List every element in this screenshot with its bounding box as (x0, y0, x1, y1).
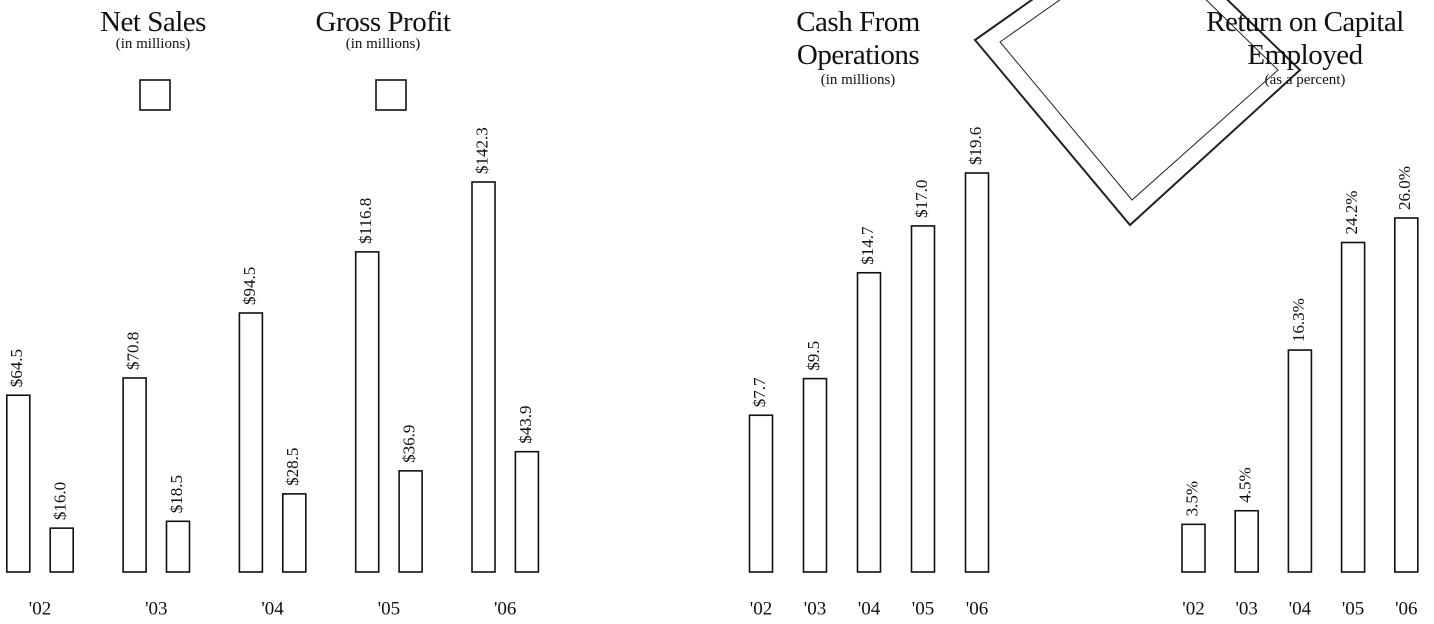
bar (748, 414, 774, 573)
value-label: $36.9 (400, 425, 419, 463)
chart-subtitle: (in millions) (820, 72, 896, 88)
x-tick-label: '05 (912, 598, 934, 619)
x-tick-label: '03 (804, 598, 826, 619)
bar (281, 493, 307, 573)
value-label: $43.9 (516, 405, 535, 443)
bar (238, 312, 264, 573)
value-label: $7.7 (750, 377, 769, 407)
value-label: $64.5 (7, 349, 26, 387)
value-label: $70.8 (124, 332, 143, 370)
x-tick-label: '06 (1395, 598, 1417, 619)
x-tick-label: '03 (145, 598, 167, 619)
bar (471, 181, 496, 573)
bar (1287, 349, 1313, 573)
bar (1234, 509, 1259, 573)
legend-subtitle: (in millions) (115, 36, 191, 52)
chart-title: Return on Capital Employed (1206, 6, 1404, 71)
x-tick-label: '05 (1342, 598, 1364, 619)
bar (122, 377, 147, 573)
value-label: $19.6 (966, 127, 985, 165)
value-label: $142.3 (472, 127, 491, 174)
bar (6, 394, 31, 573)
value-label: $9.5 (804, 341, 823, 371)
bar (1181, 523, 1206, 573)
value-label: $16.0 (51, 482, 70, 520)
value-label: 16.3% (1289, 298, 1308, 342)
stamp (973, 0, 1302, 227)
chart-subtitle: (as a percent) (1264, 72, 1346, 88)
value-label: 24.2% (1342, 191, 1361, 235)
value-label: 4.5% (1236, 467, 1255, 502)
value-label: $18.5 (167, 475, 186, 513)
legend-subtitle: (in millions) (345, 36, 421, 52)
value-label: $17.0 (912, 180, 931, 218)
value-label: $14.7 (858, 226, 877, 265)
bar (165, 520, 191, 573)
chart-title: Cash From Operations (796, 6, 920, 71)
bar (354, 251, 380, 573)
x-tick-label: '02 (29, 598, 51, 619)
value-label: $116.8 (356, 198, 375, 244)
value-label: 3.5% (1182, 481, 1201, 516)
x-tick-label: '05 (378, 598, 400, 619)
bar (49, 527, 75, 573)
bar (910, 225, 936, 573)
value-label: $94.5 (240, 267, 259, 305)
bar (964, 172, 990, 573)
bar (1394, 217, 1419, 573)
x-tick-label: '06 (966, 598, 988, 619)
x-tick-label: '02 (1182, 598, 1204, 619)
bar (856, 271, 882, 573)
x-tick-label: '04 (1289, 598, 1312, 619)
value-label: $28.5 (283, 448, 302, 486)
legend-swatch (375, 79, 407, 111)
legend-title: Gross Profit (315, 6, 451, 38)
bar (1340, 241, 1366, 573)
legend-title: Net Sales (100, 6, 206, 38)
legend-swatch (139, 79, 171, 111)
x-tick-label: '02 (750, 598, 772, 619)
value-label: 26.0% (1395, 166, 1414, 210)
x-tick-label: '03 (1235, 598, 1257, 619)
x-tick-label: '06 (494, 598, 516, 619)
bar (398, 470, 423, 573)
x-tick-label: '04 (858, 598, 881, 619)
bar (514, 450, 540, 573)
x-tick-label: '04 (261, 598, 284, 619)
bar (802, 377, 828, 573)
